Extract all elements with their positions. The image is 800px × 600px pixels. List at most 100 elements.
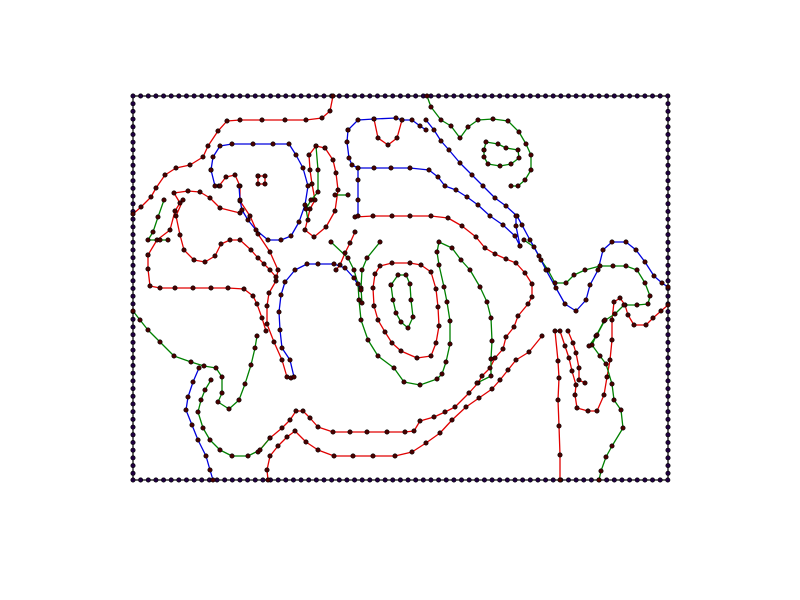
contour-vertex (173, 213, 179, 219)
contour-vertex (650, 315, 656, 321)
contour-vertex (245, 217, 251, 223)
frame-vertex (130, 262, 136, 268)
contour-vertex (556, 423, 562, 429)
contour-vertex (515, 147, 521, 153)
frame-vertex (138, 477, 144, 483)
contour-vertex (401, 379, 407, 385)
frame-vertex (565, 93, 571, 99)
frame-vertex (275, 477, 281, 483)
frame-vertex (130, 185, 136, 191)
contour-vertex (145, 237, 151, 243)
contour-vertex (183, 407, 189, 413)
contour-vertex (352, 229, 358, 235)
frame-vertex (520, 93, 526, 99)
contour-vertex (512, 233, 518, 239)
frame-vertex (130, 108, 136, 114)
contour-vertex (481, 154, 487, 160)
frame-vertex (382, 477, 388, 483)
contour-vertex (267, 267, 273, 273)
frame-vertex (321, 93, 327, 99)
frame-vertex (359, 477, 365, 483)
frame-vertex (665, 270, 671, 276)
contour-vertex (424, 93, 430, 99)
frame-vertex (237, 477, 243, 483)
contour-vertex (513, 223, 519, 229)
frame-vertex (489, 477, 495, 483)
contour-vertex (266, 290, 272, 296)
contour-vertex (484, 299, 490, 305)
contour-vertex (525, 301, 531, 307)
contour-vertex (394, 135, 400, 141)
frame-vertex (336, 477, 342, 483)
contour-vertex (218, 241, 224, 247)
frame-vertex (390, 477, 396, 483)
contour-vertex (371, 165, 377, 171)
contour-vertex (528, 152, 534, 158)
contour-vertex (405, 325, 411, 331)
contour-vertex (287, 417, 293, 423)
contour-vertex (555, 358, 561, 364)
contour-vertex (598, 468, 604, 474)
contour-vertex (349, 162, 355, 168)
frame-vertex (665, 93, 671, 99)
contour-vertex (345, 255, 351, 261)
contour-vertex (332, 192, 338, 198)
contour-vertex (522, 270, 528, 276)
contour-vertex (212, 183, 218, 189)
contour-vertex (482, 245, 488, 251)
contour-vertex (275, 267, 281, 273)
contour-vertex (586, 343, 592, 349)
frame-vertex (168, 93, 174, 99)
contour-vertex (582, 267, 588, 273)
contour-vertex (213, 365, 219, 371)
contour-vertex (187, 162, 193, 168)
contour-vertex (313, 143, 319, 149)
contour-vertex (296, 219, 302, 225)
contour-vertex (279, 357, 285, 363)
frame-vertex (367, 477, 373, 483)
frame-vertex (245, 93, 251, 99)
frame-vertex (222, 477, 228, 483)
frame-vertex (650, 477, 656, 483)
frame-vertex (397, 93, 403, 99)
contour-vertex (275, 443, 281, 449)
contour-vertex (331, 261, 337, 267)
frame-vertex (520, 477, 526, 483)
frame-vertex (183, 93, 189, 99)
frame-vertex (665, 386, 671, 392)
contour-vertex (437, 430, 443, 436)
contour-vertex (603, 361, 609, 367)
contour-vertex (552, 328, 558, 334)
frame-vertex (665, 439, 671, 445)
contour-vertex (185, 188, 191, 194)
contour-vertex (278, 237, 284, 243)
contour-vertex (609, 381, 615, 387)
contour-vertex (557, 452, 563, 458)
contour-vertex (284, 374, 290, 380)
contour-vertex (254, 301, 260, 307)
contour-vertex (423, 127, 429, 133)
contour-vertex (465, 124, 471, 130)
contour-vertex (202, 387, 208, 393)
contour-vertex (224, 118, 230, 124)
contour-vertex (393, 310, 399, 316)
frame-vertex (436, 477, 442, 483)
frame-vertex (145, 93, 151, 99)
contour-vertex (508, 183, 514, 189)
contour-vertex (434, 376, 440, 382)
contour-vertex (570, 340, 576, 346)
contour-vertex (431, 127, 437, 133)
frame-vertex (130, 285, 136, 291)
contour-vertex (513, 357, 519, 363)
frame-vertex (268, 93, 274, 99)
contour-vertex (391, 365, 397, 371)
frame-vertex (130, 386, 136, 392)
contour-vertex (609, 443, 615, 449)
frame-vertex (199, 93, 205, 99)
contour-vertex (448, 123, 454, 129)
contour-vertex (195, 437, 201, 443)
contour-vertex (370, 285, 376, 291)
frame-vertex (397, 477, 403, 483)
frame-vertex (374, 477, 380, 483)
contour-vertex (631, 322, 637, 328)
